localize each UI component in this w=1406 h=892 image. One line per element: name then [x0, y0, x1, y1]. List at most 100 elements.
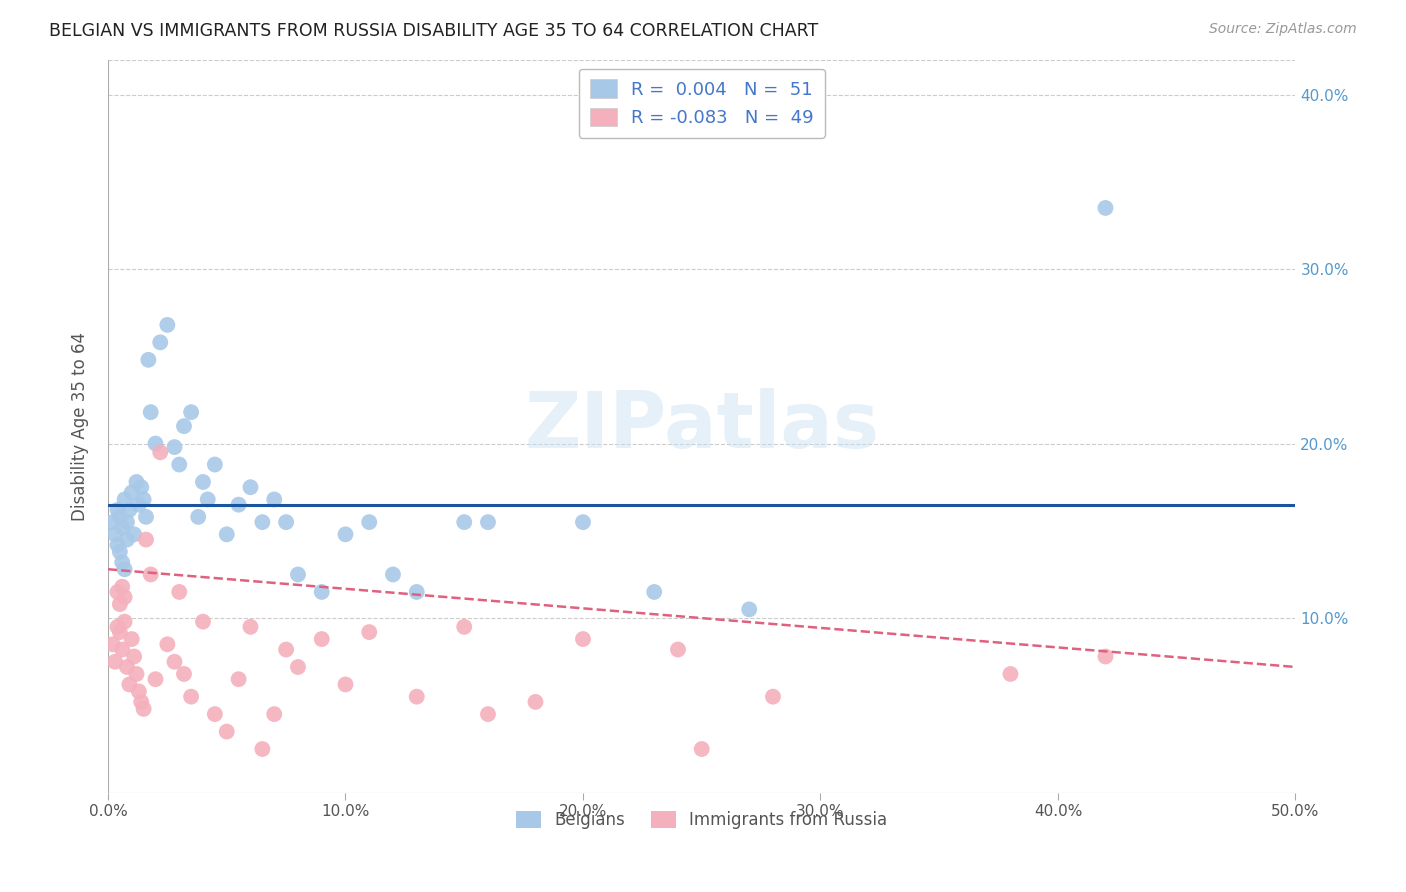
- Point: [239, 480, 262, 494]
- Point: [167, 458, 190, 472]
- Point: [382, 567, 405, 582]
- Point: [108, 545, 131, 559]
- Point: [311, 585, 333, 599]
- Point: [121, 632, 143, 646]
- Point: [122, 649, 145, 664]
- Point: [359, 515, 381, 529]
- Point: [335, 677, 357, 691]
- Point: [145, 672, 167, 686]
- Point: [359, 625, 381, 640]
- Point: [139, 567, 162, 582]
- Point: [477, 707, 499, 722]
- Point: [187, 509, 209, 524]
- Text: BELGIAN VS IMMIGRANTS FROM RUSSIA DISABILITY AGE 35 TO 64 CORRELATION CHART: BELGIAN VS IMMIGRANTS FROM RUSSIA DISABI…: [49, 22, 818, 40]
- Point: [167, 585, 190, 599]
- Point: [121, 485, 143, 500]
- Point: [114, 562, 136, 576]
- Point: [252, 515, 274, 529]
- Point: [156, 318, 179, 332]
- Point: [263, 707, 285, 722]
- Point: [108, 597, 131, 611]
- Point: [287, 660, 309, 674]
- Text: Source: ZipAtlas.com: Source: ZipAtlas.com: [1209, 22, 1357, 37]
- Point: [215, 527, 238, 541]
- Point: [115, 660, 138, 674]
- Point: [132, 492, 155, 507]
- Point: [149, 335, 172, 350]
- Point: [524, 695, 547, 709]
- Point: [204, 707, 226, 722]
- Point: [107, 538, 129, 552]
- Point: [111, 580, 134, 594]
- Point: [115, 515, 138, 529]
- Point: [453, 620, 475, 634]
- Point: [114, 590, 136, 604]
- Point: [114, 615, 136, 629]
- Point: [125, 667, 148, 681]
- Point: [274, 642, 297, 657]
- Point: [107, 503, 129, 517]
- Point: [128, 684, 150, 698]
- Point: [191, 615, 214, 629]
- Y-axis label: Disability Age 35 to 64: Disability Age 35 to 64: [72, 332, 89, 521]
- Point: [107, 585, 129, 599]
- Point: [311, 632, 333, 646]
- Point: [129, 480, 152, 494]
- Point: [204, 458, 226, 472]
- Point: [252, 742, 274, 756]
- Point: [129, 695, 152, 709]
- Point: [139, 405, 162, 419]
- Point: [1094, 649, 1116, 664]
- Point: [104, 527, 127, 541]
- Point: [405, 585, 427, 599]
- Point: [118, 677, 141, 691]
- Point: [111, 642, 134, 657]
- Point: [173, 419, 195, 434]
- Point: [643, 585, 665, 599]
- Point: [762, 690, 785, 704]
- Point: [287, 567, 309, 582]
- Point: [101, 515, 124, 529]
- Point: [274, 515, 297, 529]
- Point: [111, 555, 134, 569]
- Point: [1094, 201, 1116, 215]
- Point: [132, 702, 155, 716]
- Point: [477, 515, 499, 529]
- Point: [263, 492, 285, 507]
- Point: [114, 492, 136, 507]
- Point: [666, 642, 689, 657]
- Point: [228, 498, 250, 512]
- Point: [135, 533, 157, 547]
- Point: [197, 492, 219, 507]
- Text: ZIPatlas: ZIPatlas: [524, 388, 879, 464]
- Point: [108, 625, 131, 640]
- Point: [122, 527, 145, 541]
- Point: [180, 690, 202, 704]
- Point: [690, 742, 713, 756]
- Point: [149, 445, 172, 459]
- Point: [163, 655, 186, 669]
- Point: [138, 352, 160, 367]
- Point: [104, 655, 127, 669]
- Point: [215, 724, 238, 739]
- Point: [335, 527, 357, 541]
- Point: [135, 509, 157, 524]
- Legend: Belgians, Immigrants from Russia: Belgians, Immigrants from Russia: [510, 804, 894, 836]
- Point: [145, 436, 167, 450]
- Point: [239, 620, 262, 634]
- Point: [128, 498, 150, 512]
- Point: [125, 475, 148, 489]
- Point: [118, 503, 141, 517]
- Point: [228, 672, 250, 686]
- Point: [163, 440, 186, 454]
- Point: [572, 515, 595, 529]
- Point: [1000, 667, 1022, 681]
- Point: [572, 632, 595, 646]
- Point: [405, 690, 427, 704]
- Point: [156, 637, 179, 651]
- Point: [738, 602, 761, 616]
- Point: [191, 475, 214, 489]
- Point: [115, 533, 138, 547]
- Point: [173, 667, 195, 681]
- Point: [111, 520, 134, 534]
